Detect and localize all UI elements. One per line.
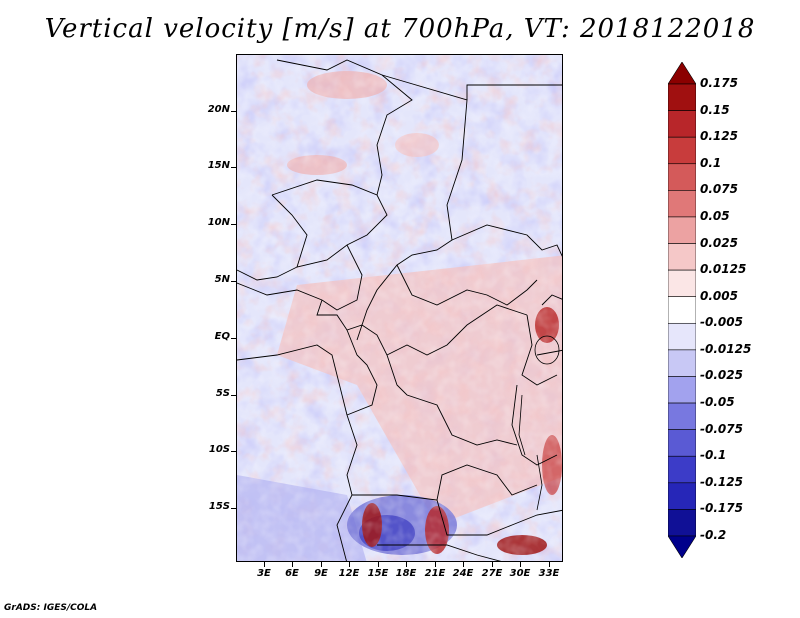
colorbar-label: -0.125 [700, 474, 743, 489]
lon-tick [492, 562, 493, 567]
lat-tick [231, 338, 236, 339]
colorbar-segment [668, 349, 696, 377]
colorbar-segment [668, 455, 696, 484]
field-speckle [237, 55, 562, 561]
country-borders [237, 59, 562, 561]
lon-tick [435, 562, 436, 567]
colorbar-segment [668, 83, 696, 111]
lat-tick [231, 451, 236, 452]
lat-label: 15S [208, 501, 230, 512]
colorbar-label: -0.05 [700, 395, 735, 410]
map-canvas [237, 55, 562, 561]
colorbar-label: -0.1 [700, 448, 727, 463]
map-panel [236, 54, 563, 562]
lon-tick [378, 562, 379, 567]
colorbar-segments [668, 62, 696, 558]
colorbar-segment [668, 190, 696, 218]
lon-label: 15E [367, 568, 389, 579]
colorbar-segment [668, 402, 696, 430]
lat-tick [231, 111, 236, 112]
colorbar-label: -0.0125 [700, 341, 752, 356]
lon-tick [406, 562, 407, 567]
colorbar-segment [668, 429, 696, 457]
colorbar-segment [668, 376, 696, 404]
lat-tick [231, 395, 236, 396]
lon-tick [349, 562, 350, 567]
lon-label: 9E [314, 568, 328, 579]
lon-label: 21E [424, 568, 446, 579]
lat-tick [231, 224, 236, 225]
colorbar-label: -0.2 [700, 528, 727, 542]
lat-label: 10S [208, 444, 230, 455]
lon-label: 33E [538, 568, 560, 579]
lon-tick [292, 562, 293, 567]
lon-label: 6E [285, 568, 299, 579]
plot-title: Vertical velocity [m/s] at 700hPa, VT: 2… [44, 14, 756, 44]
lon-label: 3E [257, 568, 271, 579]
lon-tick [463, 562, 464, 567]
colorbar-label: 0.0125 [700, 262, 747, 277]
lat-label: 5S [215, 388, 230, 399]
colorbar-segment [668, 216, 696, 244]
lon-tick [549, 562, 550, 567]
lat-tick [231, 167, 236, 168]
lon-label: 27E [481, 568, 503, 579]
colorbar-segment [668, 243, 696, 271]
colorbar-segment [668, 163, 696, 191]
colorbar-label: 0.15 [700, 102, 730, 117]
lat-tick [231, 281, 236, 282]
lon-tick [264, 562, 265, 567]
colorbar-label: -0.075 [700, 421, 743, 436]
colorbar-label: 0.025 [700, 235, 738, 250]
colorbar-label: -0.025 [700, 368, 743, 383]
lon-tick [321, 562, 322, 567]
colorbar-segment [668, 296, 696, 324]
lat-tick [231, 508, 236, 509]
lat-label: EQ [214, 331, 230, 342]
lat-label: 10N [207, 217, 230, 228]
colorbar-segment [668, 269, 696, 298]
colorbar-segment [668, 535, 696, 558]
lon-label: 18E [395, 568, 417, 579]
lat-label: 15N [207, 160, 230, 171]
lat-label: 20N [207, 104, 230, 115]
lon-tick [520, 562, 521, 567]
lon-label: 24E [452, 568, 474, 579]
lat-label: 5N [214, 274, 230, 285]
colorbar-segment [668, 509, 696, 537]
colorbar-label: 0.1 [700, 155, 722, 170]
lon-label: 12E [338, 568, 360, 579]
colorbar-label: 0.125 [700, 129, 738, 144]
footer-credit: GrADS: IGES/COLA [4, 603, 98, 613]
colorbar-label: 0.075 [700, 182, 738, 197]
colorbar-label: 0.005 [700, 288, 738, 303]
colorbar-label: -0.175 [700, 501, 743, 516]
lon-label: 30E [509, 568, 531, 579]
colorbar-segment [668, 110, 696, 138]
lakes [518, 335, 560, 511]
colorbar-segment [668, 62, 696, 85]
colorbar-segment [668, 482, 696, 510]
colorbar-segment [668, 136, 696, 165]
colorbar-label: 0.175 [700, 76, 738, 90]
colorbar-label: -0.005 [700, 315, 743, 330]
colorbar-label: 0.05 [700, 208, 730, 223]
colorbar-segment [668, 322, 696, 351]
colorbar [668, 62, 696, 558]
